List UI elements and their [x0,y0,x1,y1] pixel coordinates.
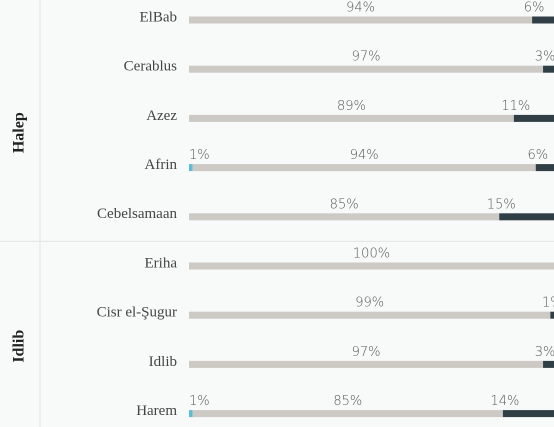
bar-segment [543,65,554,73]
value-label: 1% [189,148,210,163]
value-label: 85% [333,394,362,409]
category-label: Azez [146,108,177,124]
value-label: 89% [337,99,366,114]
category-label: Cebelsamaan [97,206,177,222]
bar-segment [189,164,193,172]
value-label: 1% [542,296,554,311]
bar-segment [189,410,193,418]
bar-segment [499,213,554,221]
bar-segment [535,164,554,172]
value-label: 6% [524,1,545,16]
bar-segment [189,16,533,24]
value-label: 6% [527,148,548,163]
category-label: Afrin [145,157,178,173]
bar-segment [513,114,554,122]
value-label: 1% [189,394,210,409]
bar-segment [550,311,554,319]
bar-segment [532,16,554,24]
value-label: 11% [501,99,530,114]
bar-segment [189,311,551,319]
bar-segment [192,164,536,172]
bar-segment [192,410,503,418]
value-label: 94% [350,148,379,163]
bar-segment [189,114,514,122]
category-label: Idlib [149,354,177,370]
category-label: Eriha [145,255,178,271]
value-label: 97% [352,345,381,360]
value-label: 99% [355,296,384,311]
value-label: 97% [352,50,381,65]
category-label: Cerablus [124,59,177,75]
value-label: 3% [535,50,554,65]
group-label: Halep [11,112,28,153]
value-label: 15% [487,197,516,212]
bar-segment [189,262,554,270]
bar-segment [189,213,500,221]
bar-segment [543,360,554,368]
bar-segment [502,410,554,418]
bar-segment [189,65,544,73]
value-label: 94% [346,1,375,16]
value-label: 3% [535,345,554,360]
bar-segment [189,360,544,368]
group-label: Idlib [11,330,28,363]
category-label: ElBab [140,9,178,25]
category-label: Cisr el-Şugur [97,305,177,321]
value-label: 100% [353,247,390,262]
category-label: Harem [136,403,177,419]
value-label: 85% [330,197,359,212]
value-label: 14% [490,394,519,409]
